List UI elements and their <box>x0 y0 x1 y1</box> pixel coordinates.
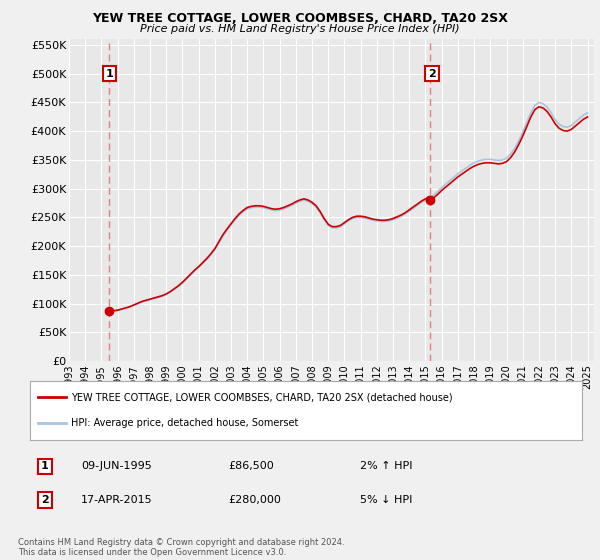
Text: HPI: Average price, detached house, Somerset: HPI: Average price, detached house, Some… <box>71 418 299 428</box>
Text: Contains HM Land Registry data © Crown copyright and database right 2024.
This d: Contains HM Land Registry data © Crown c… <box>18 538 344 557</box>
Text: YEW TREE COTTAGE, LOWER COOMBSES, CHARD, TA20 2SX (detached house): YEW TREE COTTAGE, LOWER COOMBSES, CHARD,… <box>71 392 453 402</box>
Text: 1: 1 <box>106 69 113 79</box>
Text: 5% ↓ HPI: 5% ↓ HPI <box>360 495 412 505</box>
Text: 17-APR-2015: 17-APR-2015 <box>81 495 152 505</box>
Text: 2: 2 <box>428 69 436 79</box>
Text: 09-JUN-1995: 09-JUN-1995 <box>81 461 152 472</box>
Text: 2% ↑ HPI: 2% ↑ HPI <box>360 461 413 472</box>
Text: YEW TREE COTTAGE, LOWER COOMBSES, CHARD, TA20 2SX: YEW TREE COTTAGE, LOWER COOMBSES, CHARD,… <box>92 12 508 25</box>
Text: £86,500: £86,500 <box>228 461 274 472</box>
Text: £280,000: £280,000 <box>228 495 281 505</box>
Text: 1: 1 <box>41 461 49 472</box>
Text: 2: 2 <box>41 495 49 505</box>
Text: Price paid vs. HM Land Registry's House Price Index (HPI): Price paid vs. HM Land Registry's House … <box>140 24 460 34</box>
